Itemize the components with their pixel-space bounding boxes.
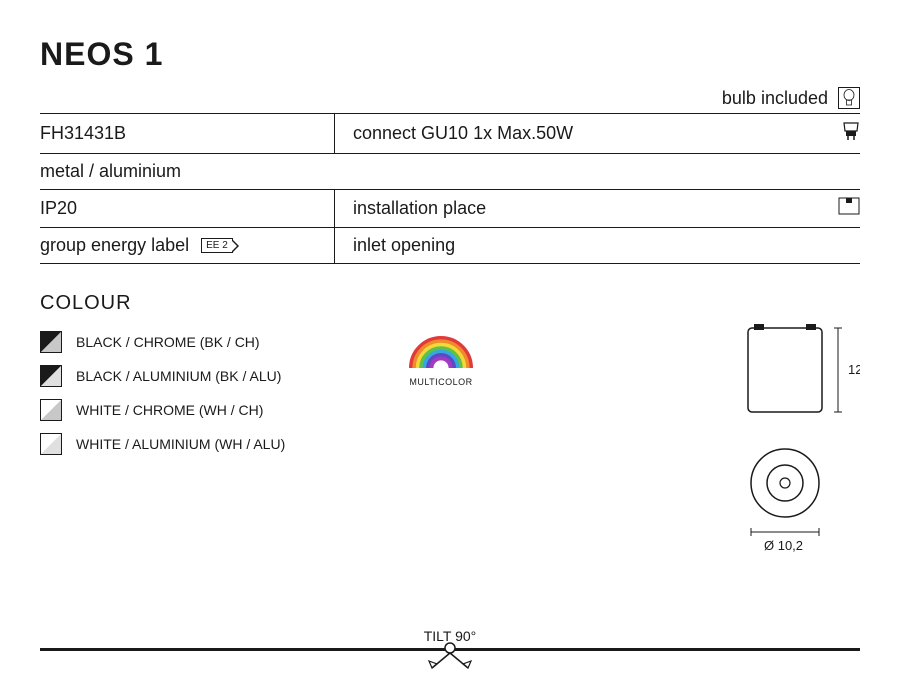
colour-swatch [40, 365, 62, 387]
table-row: group energy label EE 2 inlet opening [40, 227, 860, 264]
spec-left: FH31431B [40, 114, 335, 153]
table-row: metal / aluminium [40, 153, 860, 189]
bulb-included-row: bulb included [40, 87, 860, 109]
multicolor-badge: MULTICOLOR [405, 332, 477, 387]
colour-label: WHITE / CHROME (WH / CH) [76, 402, 263, 418]
spec-left-text: group energy label [40, 235, 189, 256]
ceiling-icon [838, 197, 860, 220]
table-row: IP20 installation place [40, 189, 860, 227]
colour-label: BLACK / CHROME (BK / CH) [76, 334, 260, 350]
tilt-section: TILT 90° [40, 628, 860, 651]
dim-height: 12 [848, 362, 860, 377]
product-title: NEOS 1 [40, 36, 860, 73]
colour-label: BLACK / ALUMINIUM (BK / ALU) [76, 368, 281, 384]
table-row: FH31431B connect GU10 1x Max.50W [40, 113, 860, 153]
spec-right: connect GU10 1x Max.50W [335, 114, 860, 153]
spec-left: IP20 [40, 190, 335, 227]
spec-right-text: installation place [353, 198, 486, 219]
colour-swatch [40, 331, 62, 353]
spec-left: group energy label EE 2 [40, 228, 335, 263]
dimension-diagram: 12 Ø 10,2 [720, 318, 860, 563]
tilt-icon [420, 638, 480, 674]
colour-swatch [40, 433, 62, 455]
spec-right-text: inlet opening [353, 235, 455, 256]
spec-right: installation place [335, 190, 860, 227]
spec-right-text: connect GU10 1x Max.50W [353, 123, 573, 144]
spec-left: metal / aluminium [40, 154, 335, 189]
dim-diameter: Ø 10,2 [764, 538, 803, 553]
energy-tag-icon: EE 2 [201, 238, 233, 253]
colour-swatch [40, 399, 62, 421]
spec-right: inlet opening [335, 228, 860, 263]
colour-label: WHITE / ALUMINIUM (WH / ALU) [76, 436, 285, 452]
colour-heading: COLOUR [40, 292, 860, 315]
bulb-included-label: bulb included [722, 88, 828, 109]
rainbow-icon [405, 332, 477, 370]
bulb-icon [838, 87, 860, 109]
gu10-icon [842, 121, 860, 146]
spec-table: FH31431B connect GU10 1x Max.50W metal /… [40, 113, 860, 264]
multicolor-label: MULTICOLOR [405, 377, 477, 387]
